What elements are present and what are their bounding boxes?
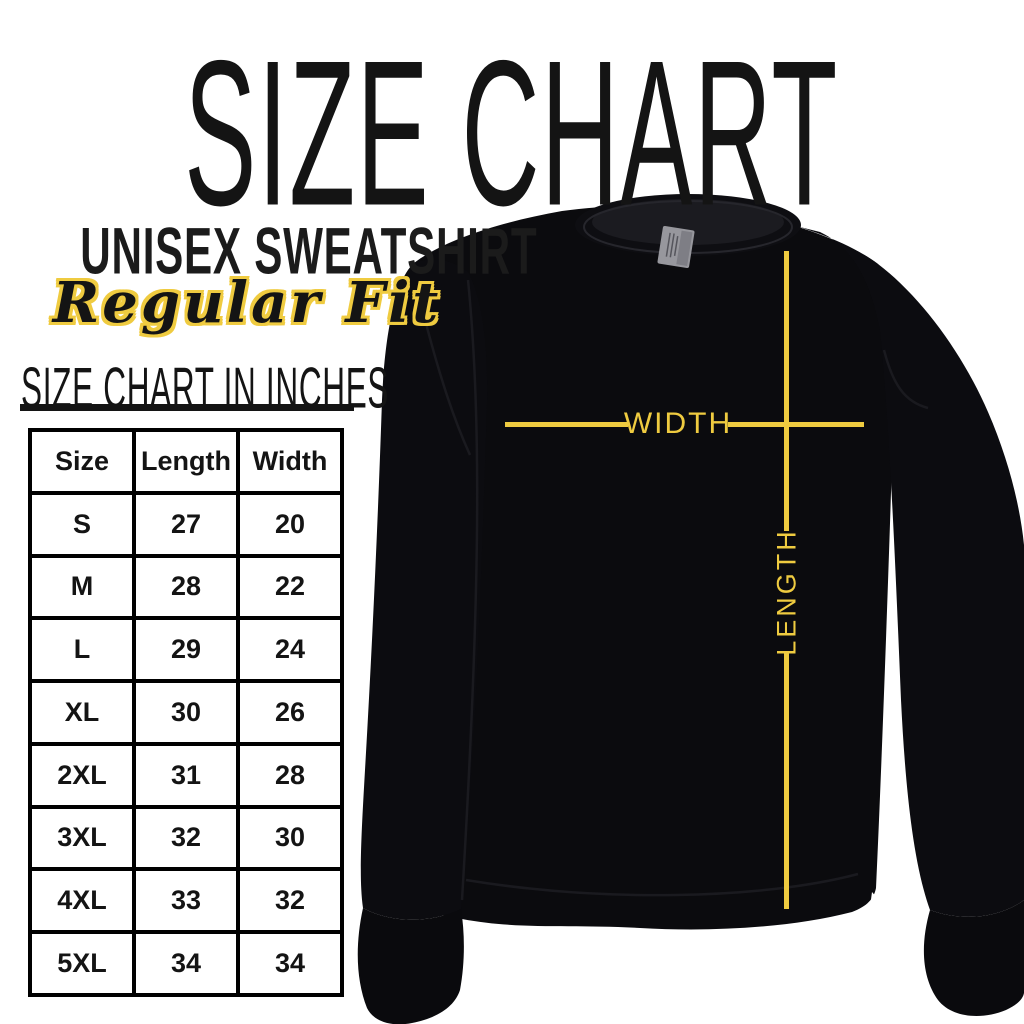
- width-cell: 30: [236, 804, 344, 872]
- hem-sleeve-gap: [860, 892, 906, 1024]
- size-cell: S: [28, 490, 136, 558]
- width-cell: 32: [236, 867, 344, 935]
- table-row: 5XL 34 34: [28, 930, 344, 997]
- length-cell: 27: [132, 490, 240, 558]
- left-cuff: [357, 908, 464, 1024]
- product-name: UNISEX SWEATSHIRT: [80, 214, 538, 289]
- size-cell: M: [28, 553, 136, 621]
- table-row: L 29 24: [28, 616, 344, 684]
- column-header-length: Length: [132, 428, 240, 495]
- size-cell: 5XL: [28, 930, 136, 997]
- length-cell: 33: [132, 867, 240, 935]
- heading-underline: [20, 404, 354, 411]
- right-cuff: [923, 900, 1024, 1016]
- size-cell: 2XL: [28, 741, 136, 809]
- length-cell: 34: [132, 930, 240, 997]
- table-row: XL 30 26: [28, 679, 344, 746]
- neck-tag: [657, 226, 695, 268]
- table-row: S 27 20: [28, 490, 344, 558]
- section-heading: SIZE CHART IN INCHES: [21, 355, 390, 421]
- table-row: 4XL 33 32: [28, 867, 344, 935]
- length-measure-line-top: [784, 251, 789, 531]
- width-cell: 20: [236, 490, 344, 558]
- length-cell: 31: [132, 741, 240, 809]
- length-cell: 32: [132, 804, 240, 872]
- width-label: WIDTH: [623, 407, 733, 440]
- sweatshirt-left-sleeve: [360, 259, 488, 920]
- size-table: Size Length Width S 27 20 M 28 22 L 29 2…: [28, 428, 344, 997]
- size-cell: 3XL: [28, 804, 136, 872]
- column-header-size: Size: [28, 428, 136, 495]
- size-cell: L: [28, 616, 136, 684]
- collar-opening: [592, 199, 784, 245]
- table-row: M 28 22: [28, 553, 344, 621]
- width-cell: 26: [236, 679, 344, 746]
- length-measure-line-bottom: [784, 652, 789, 909]
- fit-label: Regular Fit: [52, 270, 442, 336]
- width-cell: 28: [236, 741, 344, 809]
- page-title: SIZE CHART: [184, 16, 840, 249]
- table-row: 3XL 32 30: [28, 804, 344, 872]
- table-row: 2XL 31 28: [28, 741, 344, 809]
- length-label: LENGTH: [771, 528, 802, 656]
- width-measure-line-left: [505, 422, 628, 427]
- size-cell: XL: [28, 679, 136, 746]
- size-cell: 4XL: [28, 867, 136, 935]
- seam-lines: [418, 279, 929, 901]
- column-header-width: Width: [236, 428, 344, 495]
- width-cell: 34: [236, 930, 344, 997]
- table-header-row: Size Length Width: [28, 428, 344, 495]
- length-cell: 30: [132, 679, 240, 746]
- length-cell: 29: [132, 616, 240, 684]
- width-cell: 22: [236, 553, 344, 621]
- length-cell: 28: [132, 553, 240, 621]
- width-cell: 24: [236, 616, 344, 684]
- width-measure-line-right: [728, 422, 864, 427]
- sweatshirt-right-sleeve: [736, 211, 1024, 917]
- sweatshirt-body: [388, 205, 895, 930]
